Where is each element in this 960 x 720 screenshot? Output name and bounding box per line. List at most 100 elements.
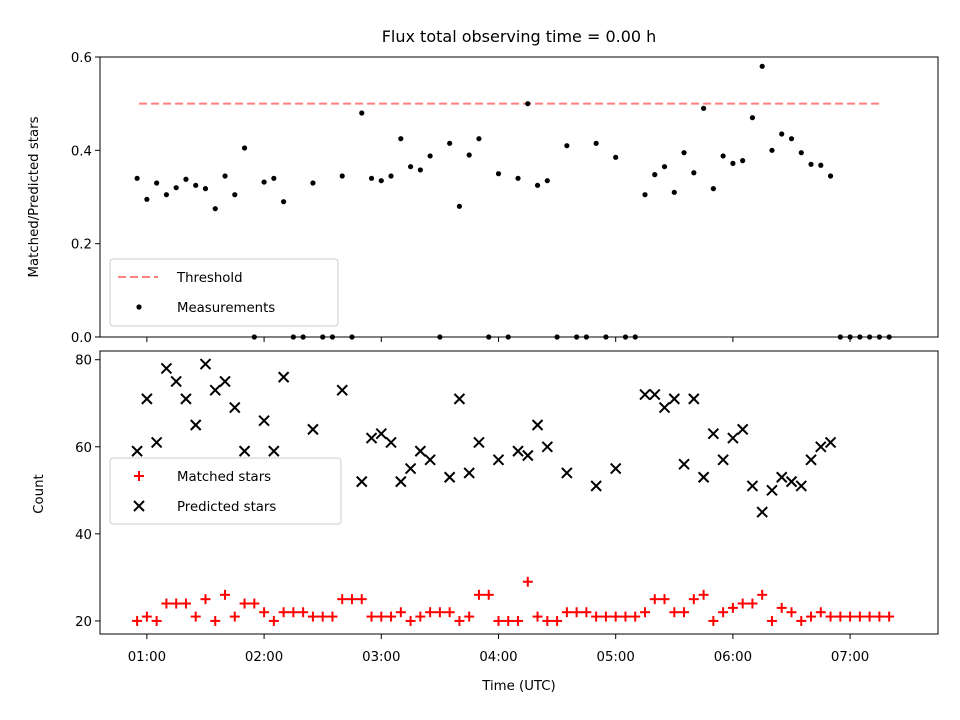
legend-threshold-label: Threshold bbox=[176, 271, 243, 286]
matched-star-point bbox=[180, 598, 191, 609]
ratio-y-tick-label: 0.4 bbox=[71, 144, 92, 159]
matched-star-point bbox=[679, 607, 690, 618]
predicted-star-point bbox=[717, 454, 729, 466]
matched-star-point bbox=[747, 598, 758, 609]
measurement-point bbox=[456, 203, 463, 209]
matched-star-point bbox=[688, 594, 699, 605]
predicted-star-point bbox=[385, 436, 397, 449]
matched-star-point bbox=[141, 611, 152, 622]
matched-star-point bbox=[727, 602, 738, 613]
matched-star-point bbox=[132, 615, 143, 626]
predicted-star-point bbox=[766, 484, 778, 497]
matched-star-point bbox=[698, 589, 709, 600]
matched-star-point bbox=[874, 611, 885, 622]
ratio-y-ticks: 0.0 0.2 0.4 0.6 bbox=[71, 51, 100, 346]
measurement-point bbox=[163, 192, 170, 198]
matched-star-point bbox=[473, 589, 484, 600]
measurement-point bbox=[427, 153, 433, 159]
matched-star-point bbox=[464, 611, 475, 622]
predicted-star-point bbox=[688, 393, 700, 405]
measurement-point bbox=[534, 182, 541, 188]
matched-star-point bbox=[346, 594, 357, 605]
count-y-axis-label: Count bbox=[32, 474, 47, 514]
x-tick-label: 06:00 bbox=[714, 650, 752, 665]
measurement-point bbox=[241, 145, 248, 151]
x-tick-label: 07:00 bbox=[831, 650, 869, 665]
measurement-point bbox=[359, 110, 365, 116]
measurement-point bbox=[681, 150, 687, 156]
matched-star-point bbox=[298, 607, 309, 618]
matched-star-point bbox=[278, 607, 289, 618]
ratio-y-axis-label: Matched/Predicted stars bbox=[27, 116, 42, 277]
predicted-star-point bbox=[229, 401, 241, 414]
matched-star-point bbox=[796, 615, 807, 626]
x-tick-label: 05:00 bbox=[597, 650, 635, 665]
measurement-point bbox=[202, 186, 209, 192]
matched-star-point bbox=[288, 607, 299, 618]
measurement-point bbox=[700, 105, 707, 111]
matched-star-point bbox=[337, 594, 348, 605]
predicted-star-point bbox=[190, 419, 202, 431]
matched-star-point bbox=[737, 598, 748, 609]
matched-star-point bbox=[386, 611, 397, 622]
matched-star-point bbox=[620, 611, 631, 622]
matched-star-point bbox=[522, 576, 533, 587]
measurement-point bbox=[779, 131, 785, 137]
matched-star-point bbox=[542, 615, 553, 626]
matched-star-point bbox=[513, 615, 524, 626]
predicted-star-point bbox=[678, 458, 690, 470]
measurement-point bbox=[271, 175, 277, 181]
measurement-point bbox=[769, 147, 775, 153]
predicted-star-point bbox=[795, 480, 807, 492]
predicted-star-point bbox=[736, 423, 749, 436]
measurement-point bbox=[193, 182, 199, 188]
x-tick-label: 02:00 bbox=[245, 650, 283, 665]
predicted-star-point bbox=[209, 384, 221, 396]
matched-star-point bbox=[561, 607, 572, 618]
matched-star-point bbox=[757, 589, 768, 600]
predicted-star-point bbox=[531, 419, 544, 431]
count-legend: Matched stars Predicted stars bbox=[109, 457, 342, 525]
predicted-star-point bbox=[160, 362, 173, 375]
predicted-star-point bbox=[522, 449, 534, 462]
matched-star-point bbox=[454, 615, 465, 626]
count-y-tick-label: 60 bbox=[75, 441, 92, 456]
measurement-point bbox=[642, 192, 648, 198]
ratio-plot-frame bbox=[99, 56, 939, 338]
matched-star-point bbox=[659, 594, 670, 605]
predicted-star-point bbox=[541, 441, 554, 453]
measurement-point bbox=[827, 173, 834, 179]
ratio-legend: Threshold Measurements bbox=[109, 258, 339, 327]
predicted-star-point bbox=[258, 414, 270, 427]
matched-star-point bbox=[317, 611, 328, 622]
predicted-star-point bbox=[414, 445, 427, 457]
measurement-point bbox=[212, 206, 218, 212]
predicted-star-point bbox=[170, 375, 182, 388]
predicted-star-point bbox=[473, 436, 485, 449]
ratio-marks bbox=[134, 63, 892, 340]
predicted-star-point bbox=[404, 462, 417, 475]
predicted-star-point bbox=[561, 467, 573, 479]
matched-star-point bbox=[639, 607, 650, 618]
legend-matched-label: Matched stars bbox=[177, 470, 271, 485]
predicted-star-point bbox=[658, 401, 671, 414]
predicted-star-point bbox=[746, 480, 759, 492]
predicted-star-point bbox=[443, 471, 456, 483]
matched-star-point bbox=[708, 615, 719, 626]
matched-star-point bbox=[171, 598, 182, 609]
matched-star-point bbox=[532, 611, 543, 622]
matched-star-point bbox=[151, 615, 162, 626]
measurement-point bbox=[515, 175, 521, 181]
count-legend-box bbox=[109, 457, 342, 525]
matched-star-point bbox=[835, 611, 846, 622]
matched-star-point bbox=[405, 615, 416, 626]
measurement-point bbox=[154, 180, 160, 186]
matched-star-point bbox=[425, 607, 436, 618]
measurement-point bbox=[173, 185, 179, 191]
legend-predicted-swatch bbox=[133, 500, 145, 512]
predicted-star-point bbox=[453, 393, 466, 405]
chart-title: Flux total observing time = 0.00 h bbox=[382, 27, 657, 46]
measurement-point bbox=[691, 170, 697, 176]
